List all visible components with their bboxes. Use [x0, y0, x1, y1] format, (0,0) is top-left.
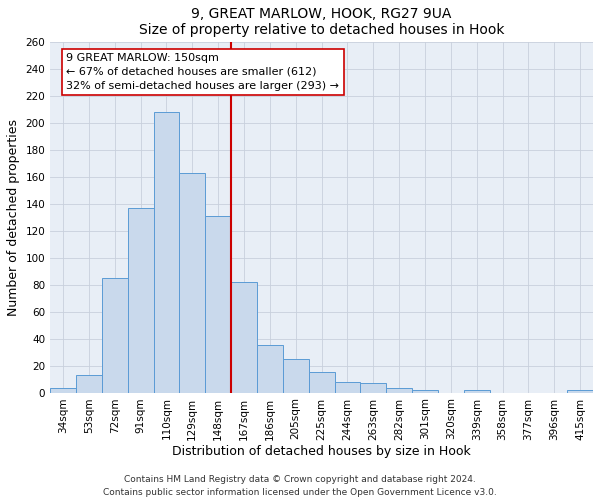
Bar — [361, 383, 386, 392]
Bar — [76, 375, 102, 392]
Bar — [128, 208, 154, 392]
Bar — [283, 359, 308, 392]
Bar — [154, 112, 179, 392]
Bar — [567, 390, 593, 392]
Bar — [464, 390, 490, 392]
Bar — [412, 390, 438, 392]
Bar — [386, 388, 412, 392]
Bar — [102, 278, 128, 392]
Bar — [50, 388, 76, 392]
Bar — [257, 346, 283, 393]
Text: Contains public sector information licensed under the Open Government Licence v3: Contains public sector information licen… — [103, 488, 497, 497]
Text: Contains HM Land Registry data © Crown copyright and database right 2024.: Contains HM Land Registry data © Crown c… — [124, 476, 476, 484]
Y-axis label: Number of detached properties: Number of detached properties — [7, 119, 20, 316]
Bar — [179, 173, 205, 392]
Text: 9 GREAT MARLOW: 150sqm
← 67% of detached houses are smaller (612)
32% of semi-de: 9 GREAT MARLOW: 150sqm ← 67% of detached… — [67, 53, 340, 91]
X-axis label: Distribution of detached houses by size in Hook: Distribution of detached houses by size … — [172, 445, 471, 458]
Title: 9, GREAT MARLOW, HOOK, RG27 9UA
Size of property relative to detached houses in : 9, GREAT MARLOW, HOOK, RG27 9UA Size of … — [139, 7, 505, 37]
Bar — [205, 216, 231, 392]
Bar — [308, 372, 335, 392]
Bar — [335, 382, 361, 392]
Bar — [231, 282, 257, 393]
